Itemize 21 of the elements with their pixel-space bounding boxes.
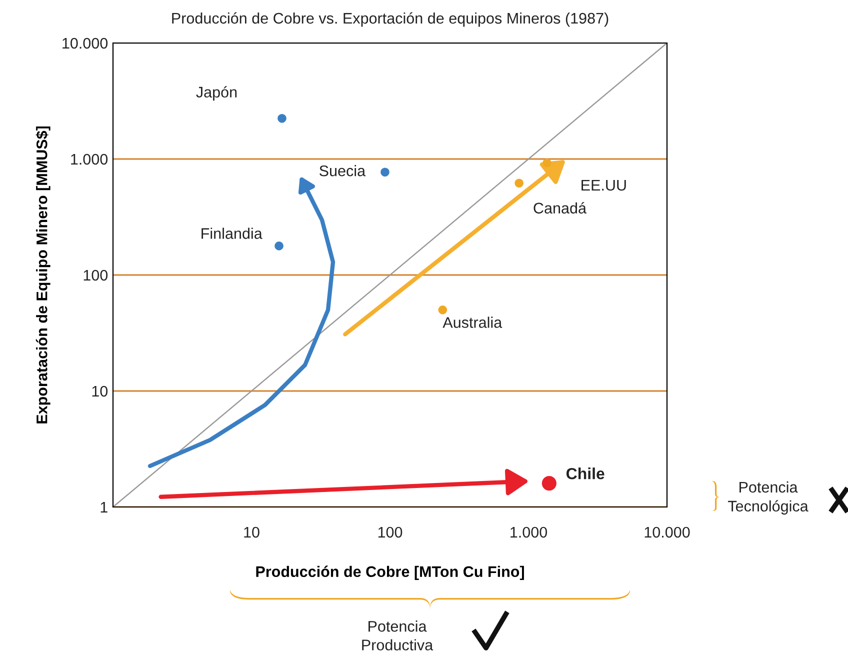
text: EE.UU bbox=[582, 180, 626, 191]
series-label: Finlandia bbox=[202, 228, 262, 239]
chart-title: Producción de Cobre vs. Exportación de equipos Mineros (1987) bbox=[172, 12, 608, 27]
series-label: Australia bbox=[442, 316, 502, 328]
y-tick-label: 1.000 bbox=[71, 154, 108, 165]
text: Potencia Tecnológica bbox=[728, 481, 808, 515]
text: Japón bbox=[196, 86, 237, 101]
y-axis-title: Exporatación de Equipo Minero [MMUS$] bbox=[36, 126, 50, 424]
text: Potencia Productiva bbox=[362, 620, 434, 650]
y-tick-label: 100 bbox=[84, 270, 108, 281]
y-tick-label: 1 bbox=[100, 502, 108, 513]
y-tick-label: 10 bbox=[92, 386, 108, 397]
x-tick-label: 1.000 bbox=[510, 526, 548, 538]
x-tick-label: 10.000 bbox=[644, 526, 690, 538]
x-tick-label: 10 bbox=[244, 526, 260, 538]
x-axis-title: Producción de Cobre [MTon Cu Fino] bbox=[256, 566, 524, 580]
y-tick-label: 10.000 bbox=[62, 38, 108, 49]
series-label: Suecia bbox=[320, 165, 366, 176]
series-label: Canadá bbox=[534, 202, 586, 214]
x-tick-label: 100 bbox=[378, 526, 402, 538]
series-label: Chile bbox=[566, 468, 604, 480]
